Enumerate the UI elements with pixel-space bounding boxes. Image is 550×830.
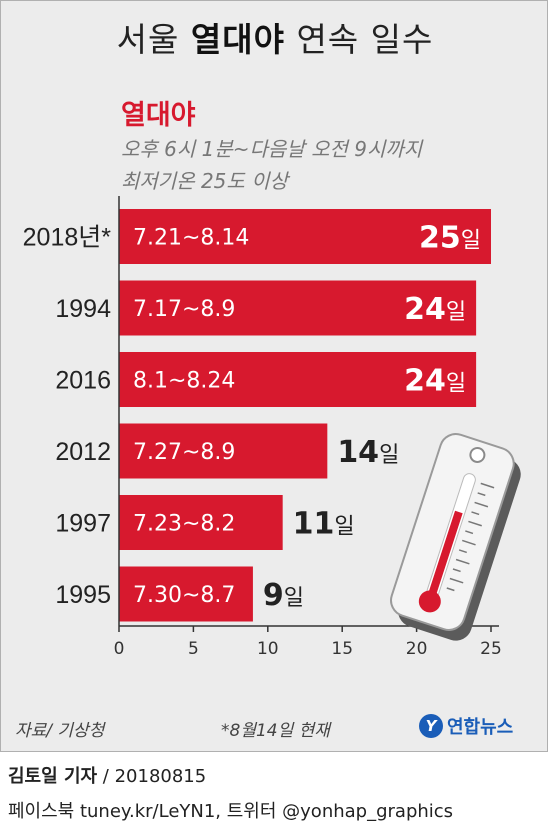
thermometer-tick-6 [462, 539, 476, 546]
category-label-4: 1997 [55, 510, 111, 538]
thermometer-tick-4 [468, 520, 482, 527]
thermometer-tick-7 [458, 549, 467, 554]
footnote: *8월14일 현재 [221, 721, 330, 741]
logo-text: 연합뉴스 [447, 717, 514, 738]
value-label-1: 24일 [404, 292, 466, 327]
thermometer-tick-5 [465, 530, 474, 535]
thermometer-tick-10 [449, 577, 464, 584]
period-label-2: 8.1~8.24 [133, 369, 235, 394]
period-label-1: 7.17~8.9 [133, 297, 235, 322]
x-tick-label-0: 0 [114, 639, 125, 659]
x-tick-label-2: 10 [257, 639, 279, 659]
category-label-3: 2012 [55, 438, 111, 466]
category-label-1: 1994 [55, 295, 111, 323]
infographic-card: 서울 열대야 연속 일수 열대야 오후 6시 1분~다음날 오전 9시까지 최저… [0, 0, 548, 752]
title-suffix: 연속 일수 [296, 20, 434, 59]
reporter-name: 김토일 기자 [8, 766, 98, 787]
value-label-4: 11일 [293, 507, 355, 542]
x-tick-label-3: 15 [331, 639, 353, 659]
thermometer-tick-3 [471, 511, 480, 516]
period-label-3: 7.27~8.9 [133, 440, 235, 465]
value-label-5: 9일 [263, 578, 304, 613]
thermometer-hole [469, 446, 486, 463]
x-tick-label-5: 25 [480, 639, 502, 659]
period-label-0: 7.21~8.14 [133, 226, 249, 251]
bar-2 [119, 352, 477, 407]
period-label-4: 7.23~8.2 [133, 512, 235, 537]
value-label-3: 14일 [337, 435, 399, 470]
value-label-0: 25일 [419, 221, 481, 256]
social-links: 페이스북 tuney.kr/LeYN1, 트위터 @yonhap_graphic… [8, 801, 454, 822]
bar-chart: 2018년* 7.21~8.14 25일 1994 7.17~8.9 24일 2016 8.1… [23, 196, 521, 659]
bar-4 [119, 495, 283, 550]
thermometer-tick-0 [480, 482, 495, 489]
title-prefix: 서울 [116, 20, 180, 59]
thermometer-tick-8 [455, 558, 470, 565]
definition-line-2: 최저기온 25도 이상 [121, 169, 288, 193]
thermometer-tick-11 [446, 587, 455, 592]
title-bold: 열대야 [190, 20, 285, 59]
subhead: 열대야 [121, 100, 196, 131]
category-label-5: 1995 [55, 581, 111, 609]
thermometer-icon [390, 433, 521, 641]
yonhap-logo: Y 연합뉴스 [419, 713, 513, 739]
bar-1 [119, 280, 477, 336]
thermometer-tick-1 [477, 492, 486, 497]
x-tick-label-1: 5 [188, 639, 199, 659]
bar-5 [119, 566, 253, 622]
x-tick-label-4: 20 [406, 639, 428, 659]
definition-line-1: 오후 6시 1분~다음날 오전 9시까지 [121, 137, 423, 161]
thermometer-tick-9 [452, 568, 461, 573]
category-label-0: 2018년* [23, 224, 112, 252]
yonhap-logo-icon: Y [419, 714, 443, 738]
thermometer-mercury [426, 510, 463, 601]
thermometer-bulb [418, 590, 441, 613]
page-title: 서울 열대야 연속 일수 [1, 13, 547, 61]
byline: 김토일 기자 / 20180815 [8, 762, 206, 788]
period-label-5: 7.30~8.7 [133, 583, 235, 608]
source-note: 자료/ 기상청 [15, 721, 105, 741]
category-label-2: 2016 [55, 367, 111, 395]
publish-date: / 20180815 [97, 766, 207, 787]
bar-0 [119, 209, 491, 264]
value-label-2: 24일 [404, 364, 466, 399]
bar-3 [119, 423, 328, 479]
thermometer-tick-2 [474, 501, 489, 508]
